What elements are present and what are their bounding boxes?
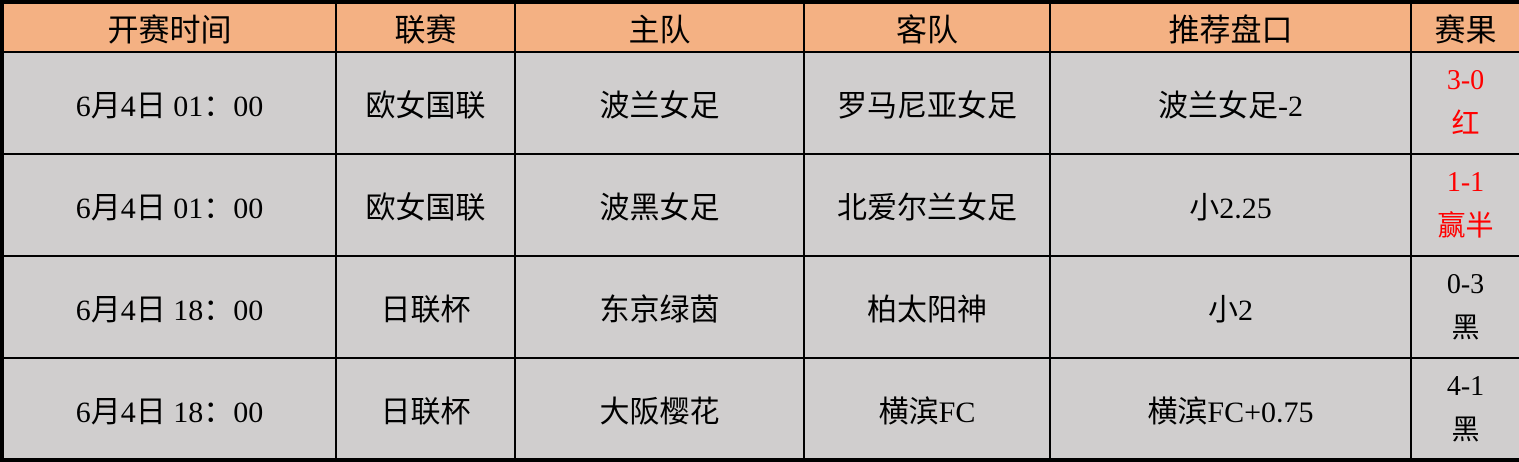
cell-league: 日联杯: [335, 255, 516, 359]
cell-kickoff-time: 6月4日 01：00: [1, 153, 337, 257]
cell-away-team: 横滨FC: [803, 357, 1051, 461]
header-home-team: 主队: [514, 1, 805, 53]
cell-away-team: 罗马尼亚女足: [803, 51, 1051, 155]
result-score: 4-1: [1446, 370, 1485, 402]
cell-handicap: 波兰女足-2: [1049, 51, 1412, 155]
header-result: 赛果: [1410, 1, 1519, 53]
result-verdict: 黑: [1451, 313, 1480, 344]
cell-kickoff-time: 6月4日 18：00: [1, 255, 337, 359]
header-away-team: 客队: [803, 1, 1051, 53]
table-row: 6月4日 01：00 欧女国联 波黑女足 北爱尔兰女足 小2.25 1-1 赢半: [1, 153, 1519, 257]
cell-league: 日联杯: [335, 357, 516, 461]
cell-league: 欧女国联: [335, 153, 516, 257]
cell-home-team: 波黑女足: [514, 153, 805, 257]
cell-result: 4-1 黑: [1410, 357, 1519, 461]
cell-kickoff-time: 6月4日 18：00: [1, 357, 337, 461]
cell-home-team: 东京绿茵: [514, 255, 805, 359]
cell-result: 1-1 赢半: [1410, 153, 1519, 257]
result-score: 1-1: [1446, 167, 1485, 198]
cell-away-team: 北爱尔兰女足: [803, 153, 1051, 257]
header-row: 开赛时间 联赛 主队 客队 推荐盘口 赛果: [1, 1, 1519, 53]
cell-away-team: 柏太阳神: [803, 255, 1051, 359]
result-verdict: 赢半: [1437, 211, 1494, 242]
table-row: 6月4日 18：00 日联杯 东京绿茵 柏太阳神 小2 0-3 黑: [1, 255, 1519, 359]
cell-handicap: 小2.25: [1049, 153, 1412, 257]
cell-result: 3-0 红: [1410, 51, 1519, 155]
result-score: 3-0: [1446, 65, 1485, 96]
cell-result: 0-3 黑: [1410, 255, 1519, 359]
table-row: 6月4日 01：00 欧女国联 波兰女足 罗马尼亚女足 波兰女足-2 3-0 红: [1, 51, 1519, 155]
header-kickoff-time: 开赛时间: [1, 1, 337, 53]
result-score: 0-3: [1446, 269, 1485, 300]
cell-kickoff-time: 6月4日 01：00: [1, 51, 337, 155]
cell-handicap: 横滨FC+0.75: [1049, 357, 1412, 461]
table-row: 6月4日 18：00 日联杯 大阪樱花 横滨FC 横滨FC+0.75 4-1 黑: [1, 357, 1519, 461]
cell-home-team: 波兰女足: [514, 51, 805, 155]
result-verdict: 黑: [1451, 414, 1480, 446]
cell-home-team: 大阪樱花: [514, 357, 805, 461]
result-verdict: 红: [1451, 109, 1480, 140]
header-recommended-handicap: 推荐盘口: [1049, 1, 1412, 53]
cell-league: 欧女国联: [335, 51, 516, 155]
cell-handicap: 小2: [1049, 255, 1412, 359]
header-league: 联赛: [335, 1, 516, 53]
